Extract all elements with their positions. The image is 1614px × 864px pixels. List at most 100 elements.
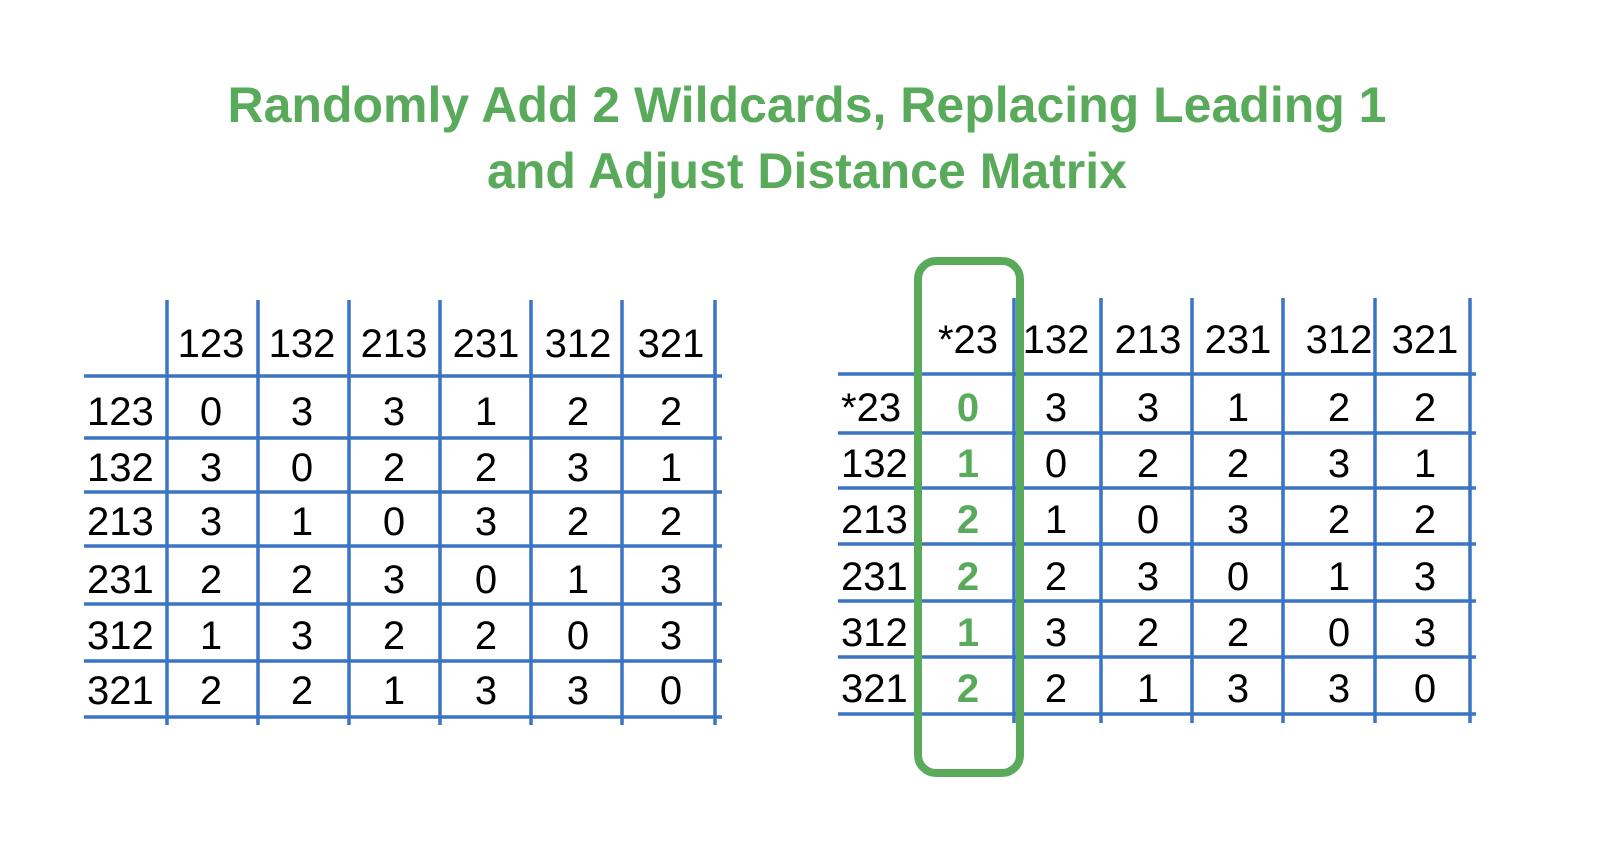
- distance-cell: 0: [1226, 555, 1250, 599]
- distance-cell: 1: [199, 614, 223, 658]
- wildcard-column-highlight: [914, 257, 1024, 777]
- distance-cell: 2: [1226, 611, 1250, 655]
- row-header: 321: [841, 667, 908, 711]
- row-header: 321: [87, 669, 154, 713]
- row-header: 123: [87, 390, 154, 434]
- distance-cell: 2: [1327, 386, 1351, 430]
- column-header: 312: [1305, 318, 1373, 362]
- distance-cell: 0: [474, 558, 498, 602]
- distance-cell: 2: [290, 669, 314, 713]
- column-header: 321: [637, 322, 705, 366]
- distance-cell: 3: [382, 390, 406, 434]
- column-header: 231: [452, 322, 520, 366]
- distance-cell: 2: [1226, 442, 1250, 486]
- distance-cell: 0: [1327, 611, 1351, 655]
- distance-cell: 0: [1413, 667, 1437, 711]
- distance-cell: 2: [199, 669, 223, 713]
- column-header: 312: [544, 322, 612, 366]
- distance-cell: 2: [1327, 498, 1351, 542]
- distance-cell: 3: [1327, 667, 1351, 711]
- distance-cell: 0: [1136, 498, 1160, 542]
- distance-cell: 3: [474, 500, 498, 544]
- distance-cell: 3: [659, 614, 683, 658]
- distance-cell: 3: [1136, 386, 1160, 430]
- distance-cell: 3: [474, 669, 498, 713]
- adjusted-distance-cell: 2: [956, 667, 980, 711]
- distance-cell: 0: [382, 500, 406, 544]
- row-header: 132: [841, 442, 908, 486]
- matrix-grid-lines: [838, 298, 1476, 723]
- distance-cell: 2: [1413, 498, 1437, 542]
- distance-cell: 2: [1044, 555, 1068, 599]
- distance-cell: 3: [382, 558, 406, 602]
- column-header: 132: [268, 322, 336, 366]
- distance-cell: 3: [290, 390, 314, 434]
- distance-cell: 3: [1413, 555, 1437, 599]
- distance-cell: 0: [1044, 442, 1068, 486]
- distance-cell: 1: [1327, 555, 1351, 599]
- distance-cell: 2: [566, 500, 590, 544]
- distance-cell: 1: [1136, 667, 1160, 711]
- row-header: 312: [841, 611, 908, 655]
- distance-cell: 3: [1226, 498, 1250, 542]
- distance-cell: 3: [566, 669, 590, 713]
- distance-cell: 1: [566, 558, 590, 602]
- distance-cell: 1: [659, 446, 683, 490]
- row-header: 231: [87, 558, 154, 602]
- distance-cell: 3: [290, 614, 314, 658]
- adjusted-distance-cell: 1: [956, 611, 980, 655]
- row-header: 312: [87, 614, 154, 658]
- title-line-1: Randomly Add 2 Wildcards, Replacing Lead…: [227, 77, 1387, 133]
- row-header: 213: [87, 500, 154, 544]
- distance-cell: 2: [1136, 611, 1160, 655]
- distance-cell: 3: [199, 500, 223, 544]
- distance-cell: 3: [659, 558, 683, 602]
- column-header: 321: [1391, 318, 1459, 362]
- column-header: 213: [360, 322, 428, 366]
- distance-cell: 3: [1413, 611, 1437, 655]
- distance-cell: 2: [1413, 386, 1437, 430]
- distance-cell: 2: [1136, 442, 1160, 486]
- distance-cell: 2: [382, 446, 406, 490]
- distance-cell: 3: [1136, 555, 1160, 599]
- distance-cell: 3: [566, 446, 590, 490]
- distance-cell: 3: [1226, 667, 1250, 711]
- distance-cell: 3: [1044, 386, 1068, 430]
- column-header: 231: [1204, 318, 1272, 362]
- distance-cell: 3: [1327, 442, 1351, 486]
- distance-cell: 2: [474, 614, 498, 658]
- distance-cell: 3: [1044, 611, 1068, 655]
- distance-cell: 2: [474, 446, 498, 490]
- adjusted-distance-cell: 2: [956, 498, 980, 542]
- distance-cell: 0: [290, 446, 314, 490]
- distance-cell: 2: [659, 500, 683, 544]
- distance-cell: 1: [1226, 386, 1250, 430]
- distance-cell: 1: [1044, 498, 1068, 542]
- title-line-2: and Adjust Distance Matrix: [487, 143, 1127, 199]
- adjusted-distance-cell: 2: [956, 555, 980, 599]
- column-header: 213: [1114, 318, 1182, 362]
- distance-cell: 2: [199, 558, 223, 602]
- row-header: *23: [841, 386, 902, 430]
- adjusted-distance-cell: 0: [956, 386, 980, 430]
- row-header: 132: [87, 446, 154, 490]
- distance-cell: 2: [290, 558, 314, 602]
- distance-cell: 2: [382, 614, 406, 658]
- diagram-title: Randomly Add 2 Wildcards, Replacing Lead…: [0, 72, 1614, 204]
- distance-cell: 2: [566, 390, 590, 434]
- column-header: 123: [177, 322, 245, 366]
- distance-cell: 1: [382, 669, 406, 713]
- distance-cell: 3: [199, 446, 223, 490]
- row-header: 213: [841, 498, 908, 542]
- matrix-grid-lines: [84, 300, 722, 725]
- column-header: *23: [937, 318, 999, 362]
- distance-cell: 0: [659, 669, 683, 713]
- distance-cell: 1: [290, 500, 314, 544]
- distance-cell: 1: [1413, 442, 1437, 486]
- column-header: 132: [1022, 318, 1090, 362]
- distance-cell: 2: [1044, 667, 1068, 711]
- distance-cell: 1: [474, 390, 498, 434]
- distance-cell: 2: [659, 390, 683, 434]
- distance-cell: 0: [566, 614, 590, 658]
- row-header: 231: [841, 555, 908, 599]
